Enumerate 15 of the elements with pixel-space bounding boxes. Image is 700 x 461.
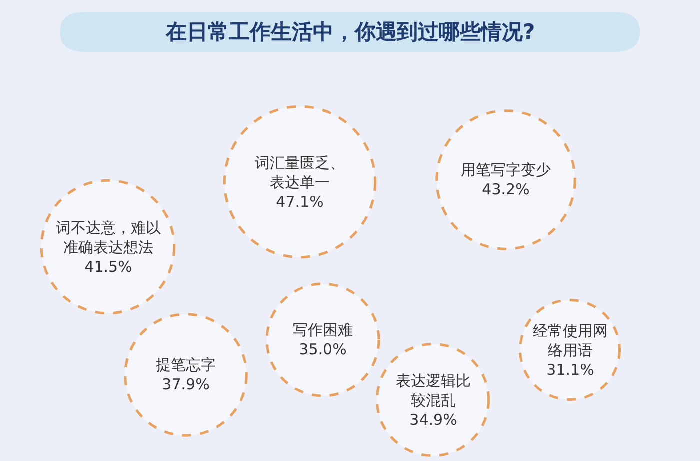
category-label: 用笔写字变少 — [461, 161, 551, 179]
category-label: 词不达意，难以准确表达想法 — [56, 219, 161, 256]
category-label: 词汇量匮乏、表达单一 — [255, 154, 345, 192]
category-label: 经常使用网络用语 — [533, 322, 608, 360]
data-label: 34.9% — [410, 411, 458, 429]
data-label: 43.2% — [482, 180, 530, 198]
data-label: 35.0% — [299, 340, 347, 358]
category-label: 写作困难 — [293, 321, 353, 339]
category-label: 提笔忘字 — [156, 356, 216, 374]
data-label: 47.1% — [276, 193, 324, 211]
data-label: 31.1% — [546, 361, 594, 379]
data-label: 37.9% — [162, 376, 210, 394]
text: 在日常工作生活中，你遇到过哪些情况? — [165, 20, 536, 44]
data-label: 41.5% — [84, 258, 132, 276]
category-label: 表达逻辑比较混乱 — [396, 372, 471, 410]
